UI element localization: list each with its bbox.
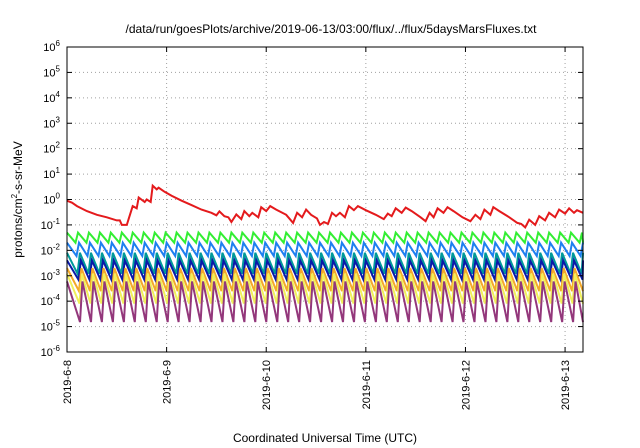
x-tick-label: 2019-6-8 xyxy=(62,360,74,404)
y-tick-label: 103 xyxy=(43,115,60,130)
series-line-7 xyxy=(66,273,584,304)
y-tick-label: 104 xyxy=(43,90,60,105)
y-tick-label: 106 xyxy=(43,39,60,54)
series-line-4 xyxy=(66,252,584,278)
grid-lines xyxy=(67,47,583,352)
series-line-6 xyxy=(66,267,584,295)
x-tick-labels: 2019-6-8 2019-6-9 2019-6-10 2019-6-11 2019-6… xyxy=(62,360,572,410)
axis-ticks xyxy=(66,46,583,353)
x-tick-label: 2019-6-9 xyxy=(162,360,174,404)
y-tick-label: 10-3 xyxy=(41,268,61,283)
y-tick-label: 105 xyxy=(43,64,60,79)
y-axis-title: protons/cm2-s-sr-MeV xyxy=(10,141,25,257)
series-line-2 xyxy=(66,230,584,245)
y-tick-label: 10-5 xyxy=(41,319,61,334)
plot-frame xyxy=(66,46,584,353)
y-tick-label: 10-2 xyxy=(41,242,61,257)
y-tick-label: 101 xyxy=(43,166,60,181)
series-line-8 xyxy=(66,281,584,323)
x-tick-label: 2019-6-11 xyxy=(361,360,373,409)
series-line-1 xyxy=(66,183,584,229)
series-line-5 xyxy=(66,256,584,284)
x-axis-title: Coordinated Universal Time (UTC) xyxy=(233,431,417,445)
y-tick-label: 100 xyxy=(43,192,60,207)
x-tick-label: 2019-6-10 xyxy=(261,360,273,410)
y-tick-labels: 10-6 10-5 10-4 10-3 10-2 10-1 100 101 102 103 104 1… xyxy=(41,39,61,359)
series-line-3 xyxy=(66,240,584,259)
x-tick-label: 2019-6-13 xyxy=(560,360,572,410)
y-tick-label: 102 xyxy=(43,141,60,156)
x-tick-label: 2019-6-12 xyxy=(460,360,472,410)
chart-title: /data/run/goesPlots/archive/2019-06-13/0… xyxy=(126,22,538,36)
data-series xyxy=(66,183,584,323)
y-tick-label: 10-1 xyxy=(41,217,61,232)
y-tick-label: 10-4 xyxy=(41,293,61,308)
y-tick-label: 10-6 xyxy=(41,344,61,359)
